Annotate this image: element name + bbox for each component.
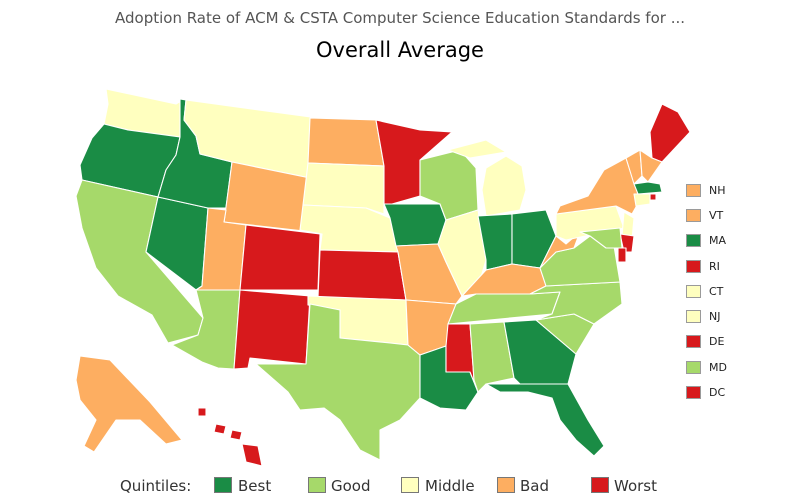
small-state-label: CT xyxy=(709,285,724,298)
state-fl[interactable] xyxy=(485,383,605,457)
legend-label-good: Good xyxy=(331,477,371,495)
state-nh[interactable] xyxy=(639,149,663,183)
small-state-swatch[interactable] xyxy=(686,260,701,273)
legend-label-worst: Worst xyxy=(614,477,657,495)
small-state-label: NJ xyxy=(709,310,721,323)
state-hi[interactable] xyxy=(197,407,263,467)
state-ks[interactable] xyxy=(317,249,407,301)
legend-swatch-good xyxy=(308,477,326,493)
small-state-label: RI xyxy=(709,260,720,273)
state-nd[interactable] xyxy=(307,117,385,167)
state-me[interactable] xyxy=(649,103,691,163)
small-state-swatch[interactable] xyxy=(686,209,701,222)
small-state-swatch[interactable] xyxy=(686,361,701,374)
state-dc[interactable] xyxy=(617,247,627,263)
small-state-label: DC xyxy=(709,386,726,399)
small-state-swatch[interactable] xyxy=(686,234,701,247)
legend-label-middle: Middle xyxy=(425,477,475,495)
state-tx[interactable] xyxy=(255,303,421,461)
state-ny[interactable] xyxy=(555,157,641,215)
small-state-label: MA xyxy=(709,234,727,247)
small-state-label: MD xyxy=(709,361,727,374)
state-mi[interactable] xyxy=(447,139,527,217)
small-state-swatch[interactable] xyxy=(686,310,701,323)
state-co[interactable] xyxy=(239,224,321,291)
small-state-label: DE xyxy=(709,335,725,348)
state-ak[interactable] xyxy=(75,355,183,453)
small-state-swatch[interactable] xyxy=(686,386,701,399)
legend-swatch-middle xyxy=(401,477,419,493)
chart-supertitle: Adoption Rate of ACM & CSTA Computer Sci… xyxy=(115,9,685,27)
state-md[interactable] xyxy=(579,227,623,249)
legend-label-bad: Bad xyxy=(520,477,550,495)
small-state-label: NH xyxy=(709,184,726,197)
state-ri[interactable] xyxy=(649,193,657,201)
small-state-swatch[interactable] xyxy=(686,335,701,348)
state-nm[interactable] xyxy=(233,289,311,370)
small-state-swatch[interactable] xyxy=(686,285,701,298)
small-state-label: VT xyxy=(709,209,724,222)
legend-swatch-best xyxy=(214,477,232,493)
legend-title: Quintiles: xyxy=(120,477,192,495)
state-ma[interactable] xyxy=(633,181,663,195)
legend-label-best: Best xyxy=(238,477,272,495)
state-sd[interactable] xyxy=(302,162,385,215)
legend-swatch-worst xyxy=(591,477,609,493)
legend-swatch-bad xyxy=(497,477,515,493)
small-state-swatch[interactable] xyxy=(686,184,701,197)
chart-title: Overall Average xyxy=(316,38,484,62)
state-ct[interactable] xyxy=(633,193,651,207)
